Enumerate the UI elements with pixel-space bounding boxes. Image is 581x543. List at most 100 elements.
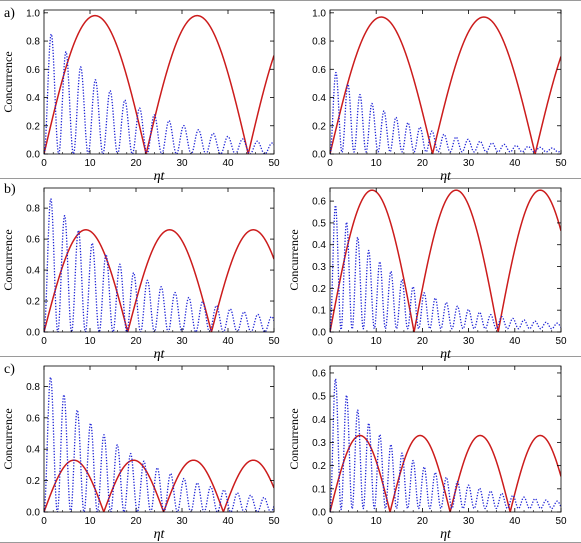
y-tick-label: 0.8 bbox=[26, 382, 40, 393]
y-tick-label: 0.4 bbox=[312, 240, 326, 251]
y-axis-label: Concurrence bbox=[1, 51, 15, 112]
y-tick-label: 0.8 bbox=[312, 37, 326, 48]
y-tick-label: 0.2 bbox=[312, 461, 326, 472]
x-tick-label: 0 bbox=[41, 336, 47, 347]
row-divider-bc bbox=[0, 356, 581, 357]
x-tick-label: 40 bbox=[509, 158, 521, 169]
x-tick-label: 50 bbox=[555, 516, 567, 527]
y-tick-label: 0.4 bbox=[312, 415, 326, 426]
y-tick-label: 0.2 bbox=[26, 297, 40, 308]
x-tick-label: 20 bbox=[417, 336, 429, 347]
panel-a-left: 0 10 20 30 40 50 0.0 0.2 0.4 0.6 0.8 1.0 ηt Concurren… bbox=[1, 8, 280, 184]
x-axis-label: ηt bbox=[440, 169, 452, 184]
series-solid-line bbox=[330, 189, 561, 332]
x-axis-label: ηt bbox=[440, 527, 452, 542]
x-tick-label: 0 bbox=[327, 158, 333, 169]
row-label-b: b) bbox=[4, 182, 16, 197]
x-tick-label: 20 bbox=[130, 516, 142, 527]
y-tick-label: 0.8 bbox=[26, 37, 40, 48]
y-tick-label: 0.5 bbox=[312, 392, 326, 403]
y-tick-label: 0.2 bbox=[312, 284, 326, 295]
x-axis-label: ηt bbox=[440, 347, 452, 362]
x-tick-label: 50 bbox=[555, 158, 567, 169]
x-tick-label: 0 bbox=[41, 158, 47, 169]
plot-frame bbox=[43, 365, 275, 513]
x-tick-label: 10 bbox=[84, 516, 96, 527]
series-dotted-line bbox=[330, 378, 561, 512]
x-axis-label: ηt bbox=[154, 169, 166, 184]
x-tick-label: 10 bbox=[371, 336, 383, 347]
y-tick-label: 0.0 bbox=[26, 150, 40, 161]
series-dotted-line bbox=[330, 204, 561, 332]
x-tick-label: 50 bbox=[268, 158, 280, 169]
y-tick-label: 0.2 bbox=[26, 121, 40, 132]
row-divider-ab bbox=[0, 178, 581, 179]
series-dotted-line bbox=[330, 71, 561, 154]
plot-frame bbox=[329, 187, 562, 333]
plot-frame bbox=[43, 9, 275, 155]
x-axis-label: ηt bbox=[154, 527, 166, 542]
y-tick-label: 0.2 bbox=[26, 476, 40, 487]
x-tick-label: 40 bbox=[222, 516, 234, 527]
x-tick-label: 40 bbox=[509, 336, 521, 347]
y-axis-label: Concurrence bbox=[1, 229, 15, 290]
series-dotted-line bbox=[44, 33, 274, 154]
y-tick-label: 0.4 bbox=[26, 445, 40, 456]
x-tick-label: 10 bbox=[84, 158, 96, 169]
y-tick-label: 0.2 bbox=[312, 121, 326, 132]
x-tick-label: 30 bbox=[463, 516, 475, 527]
row-divider-top bbox=[0, 0, 581, 1]
y-tick-label: 0.4 bbox=[312, 93, 326, 104]
x-tick-label: 0 bbox=[327, 516, 333, 527]
y-tick-label: 1.0 bbox=[26, 8, 40, 19]
y-axis-label: Concurrence bbox=[1, 408, 15, 469]
y-axis-label: Concurrence bbox=[287, 408, 301, 469]
y-tick-label: 0.0 bbox=[312, 508, 326, 519]
y-tick-label: 0.0 bbox=[26, 508, 40, 519]
y-tick-label: 0.6 bbox=[312, 368, 326, 379]
panel-a-right: 0 10 20 30 40 50 0.0 0.2 0.4 0.6 0.8 1.0 ηt bbox=[312, 8, 567, 184]
x-tick-label: 50 bbox=[268, 516, 280, 527]
x-tick-label: 30 bbox=[176, 158, 188, 169]
x-tick-label: 40 bbox=[509, 516, 521, 527]
x-tick-label: 50 bbox=[555, 336, 567, 347]
plot-frame bbox=[329, 9, 562, 155]
plot-frame bbox=[43, 187, 275, 333]
plot-frame bbox=[329, 365, 562, 513]
x-tick-label: 50 bbox=[268, 336, 280, 347]
x-tick-label: 10 bbox=[84, 336, 96, 347]
y-tick-label: 1.0 bbox=[312, 8, 326, 19]
y-tick-label: 0.0 bbox=[312, 150, 326, 161]
panel-b-left: 0 10 20 30 40 50 0.0 0.2 0.4 0.6 0.8 ηt Concurrence bbox=[1, 187, 280, 362]
panel-b-right: 0 10 20 30 40 50 0.0 0.1 0.2 0.3 0.4 0.5 0.6 ηt Concur… bbox=[287, 187, 567, 362]
row-label-c: c) bbox=[4, 362, 15, 377]
x-tick-label: 20 bbox=[417, 516, 429, 527]
y-tick-label: 0.8 bbox=[26, 204, 40, 215]
series-solid-line bbox=[330, 16, 561, 154]
y-tick-label: 0.6 bbox=[26, 413, 40, 424]
x-tick-label: 0 bbox=[41, 516, 47, 527]
y-tick-label: 0.0 bbox=[312, 328, 326, 339]
x-tick-label: 40 bbox=[222, 158, 234, 169]
y-tick-label: 0.4 bbox=[26, 93, 40, 104]
y-tick-label: 0.6 bbox=[26, 235, 40, 246]
x-tick-label: 30 bbox=[176, 336, 188, 347]
x-tick-label: 40 bbox=[222, 336, 234, 347]
x-tick-label: 0 bbox=[327, 336, 333, 347]
series-solid-line bbox=[44, 14, 274, 154]
x-tick-label: 10 bbox=[371, 158, 383, 169]
x-tick-label: 20 bbox=[417, 158, 429, 169]
y-tick-label: 0.0 bbox=[26, 328, 40, 339]
y-axis-label: Concurrence bbox=[287, 229, 301, 290]
x-tick-label: 10 bbox=[371, 516, 383, 527]
y-tick-label: 0.3 bbox=[312, 262, 326, 273]
y-tick-label: 0.5 bbox=[312, 218, 326, 229]
y-tick-label: 0.1 bbox=[312, 484, 326, 495]
y-tick-label: 0.1 bbox=[312, 306, 326, 317]
y-tick-label: 0.6 bbox=[312, 197, 326, 208]
series-dotted-line bbox=[44, 376, 274, 512]
x-tick-label: 20 bbox=[130, 336, 142, 347]
y-tick-label: 0.6 bbox=[312, 65, 326, 76]
